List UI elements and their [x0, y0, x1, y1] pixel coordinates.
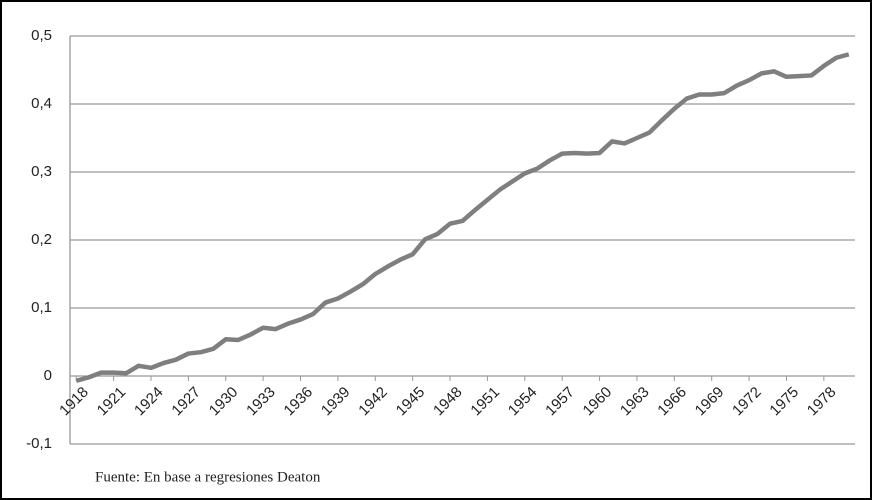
y-tick-label: 0,2 [31, 231, 52, 248]
y-tick-label: -0,1 [26, 435, 52, 452]
source-note: Fuente: En base a regresiones Deaton [95, 469, 321, 485]
data-line [75, 52, 850, 383]
y-tick-label: 0 [44, 367, 52, 384]
y-tick-label: 0,1 [31, 299, 52, 316]
y-tick-label: 0,3 [31, 163, 52, 180]
y-tick-label: 0,4 [31, 95, 52, 112]
y-tick-label: 0,5 [31, 27, 52, 44]
